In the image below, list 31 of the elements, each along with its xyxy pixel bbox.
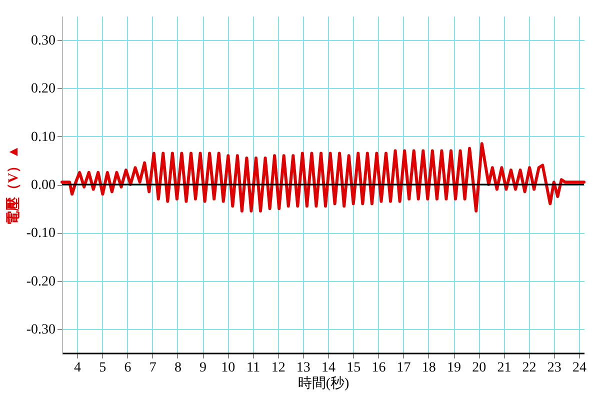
x-tick-label: 19: [447, 360, 461, 376]
x-tick-label: 8: [174, 360, 182, 376]
x-tick-label: 9: [200, 360, 207, 376]
x-tick-label: 11: [246, 360, 260, 376]
x-tick-label: 16: [372, 360, 386, 376]
x-tick-label: 20: [472, 360, 486, 376]
x-tick-label: 18: [422, 360, 436, 376]
y-axis-title: 電壓（V）▲: [5, 145, 22, 225]
x-tick-label: 5: [99, 360, 106, 376]
x-tick-label: 23: [547, 360, 562, 376]
y-tick-label: -0.20: [26, 274, 56, 290]
x-tick-label: 13: [296, 360, 310, 376]
line-series: [60, 142, 586, 212]
x-tick-label: 22: [522, 360, 536, 376]
x-tick-label: 4: [74, 360, 82, 376]
y-tick-label: 0.30: [31, 34, 56, 49]
x-axis-title: 時間(秒): [298, 376, 350, 392]
x-tick-label: 21: [497, 360, 512, 376]
y-tick-label: 0.10: [31, 130, 56, 145]
x-tick-label: 6: [124, 360, 132, 376]
x-tick-label: 7: [149, 360, 156, 376]
x-tick-label: 24: [572, 360, 586, 376]
y-tick-label: -0.30: [26, 322, 56, 338]
x-tick-label: 10: [221, 360, 236, 376]
x-tick-label: 14: [322, 360, 336, 376]
x-tick-label: 12: [271, 360, 286, 376]
x-tick-label: 15: [346, 360, 361, 376]
y-tick-label: -0.10: [26, 226, 56, 242]
y-tick-label: 0.20: [31, 82, 56, 97]
y-tick-label: 0.00: [31, 178, 56, 193]
x-tick-label: 17: [396, 360, 411, 376]
